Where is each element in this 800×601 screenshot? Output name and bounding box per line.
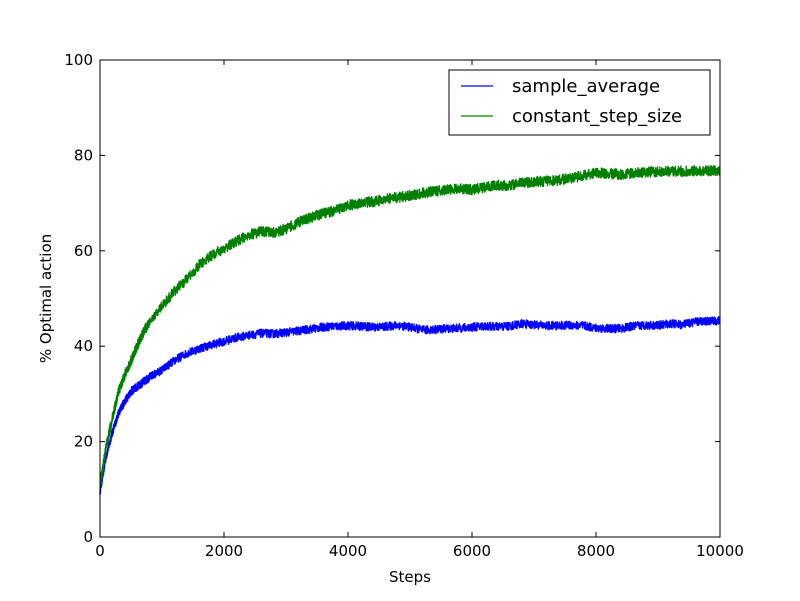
series-line-sample-average (99, 315, 721, 496)
x-tick-label: 0 (95, 542, 105, 560)
legend-box (448, 69, 711, 136)
y-tick-label: 40 (74, 337, 93, 355)
series-layer (99, 164, 721, 496)
y-tick-label: 20 (74, 433, 93, 451)
legend-label-constant-step-size: constant_step_size (512, 106, 682, 127)
legend: sample_average constant_step_size (448, 69, 711, 136)
y-tick-label: 80 (74, 146, 93, 164)
legend-label-sample-average: sample_average (512, 76, 660, 97)
x-tick-label: 10000 (696, 542, 744, 560)
y-tick-label: 100 (64, 51, 93, 69)
y-tick-label: 60 (74, 242, 93, 260)
x-tick-label: 4000 (329, 542, 367, 560)
x-axis-label: Steps (389, 568, 431, 586)
y-axis-label: % Optimal action (37, 234, 55, 363)
plot-frame (99, 59, 721, 538)
tick-layer: 0 2000 4000 6000 8000 10000 0 20 40 60 80 100 (64, 51, 744, 560)
x-tick-label: 6000 (453, 542, 491, 560)
y-tick-label: 0 (83, 528, 93, 546)
x-tick-label: 2000 (205, 542, 243, 560)
x-tick-label: 8000 (577, 542, 615, 560)
series-line-constant-step-size (99, 164, 721, 490)
plot-background (100, 60, 720, 537)
